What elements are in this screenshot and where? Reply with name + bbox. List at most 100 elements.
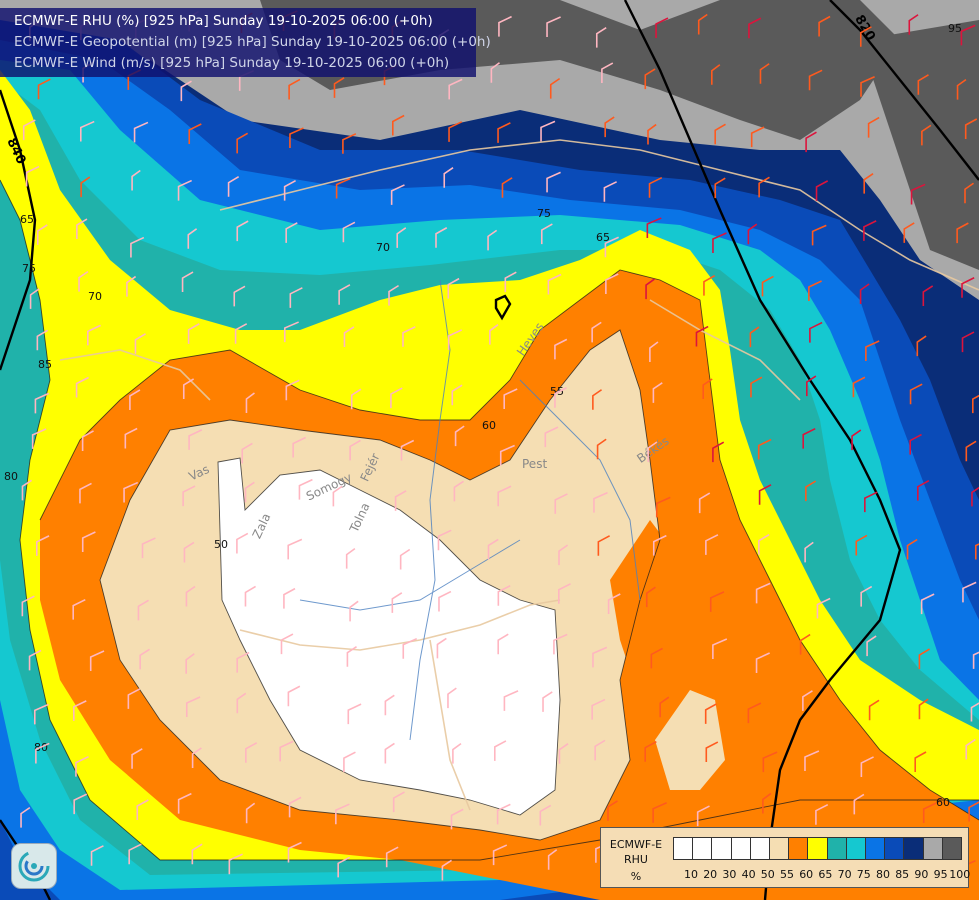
title-rhu: ECMWF-E RHU (%) [925 hPa] Sunday 19-10-2… [14, 13, 433, 29]
wind-barb [188, 123, 202, 144]
rh-contours [0, 179, 979, 861]
wind-barb [758, 534, 770, 555]
wind-barb [645, 278, 655, 300]
wind-barb [697, 13, 708, 35]
wind-barb [187, 323, 200, 344]
wind-barb [808, 69, 823, 91]
wind-barb [337, 856, 351, 878]
legend-tick-label: 10 [684, 868, 698, 881]
wind-barb [342, 221, 356, 243]
wind-barb [852, 376, 866, 398]
wind-barb [36, 329, 49, 351]
wind-barb [853, 793, 865, 815]
wind-barb [394, 490, 407, 511]
title-wind: ECMWF-E Wind (m/s) [925 hPa] Sunday 19-1… [14, 55, 450, 71]
wind-barb [804, 541, 814, 563]
wind-barb [868, 699, 880, 721]
legend-swatch [711, 837, 732, 860]
wind-barb [390, 387, 403, 409]
wind-barb [816, 597, 831, 619]
wind-barb [714, 177, 726, 199]
wind-barb [956, 222, 969, 244]
wind-barb [601, 62, 614, 84]
wind-barb [597, 535, 611, 556]
wind-barb [605, 273, 619, 295]
wind-barb [906, 538, 918, 560]
wind-barb [345, 547, 356, 569]
wind-barb [191, 747, 202, 769]
wind-barb [349, 600, 359, 622]
wind-barb [236, 220, 249, 242]
wind-barb [711, 64, 721, 85]
legend-tick-label: 100 [949, 868, 971, 881]
wind-barb [245, 392, 255, 413]
wind-barb [544, 426, 559, 448]
wind-barb [647, 123, 657, 145]
wind-barb [655, 496, 671, 518]
wind-barb [695, 325, 709, 347]
wind-barb [33, 703, 49, 725]
wind-barb [123, 481, 139, 503]
wind-barb [342, 133, 357, 154]
wind-barb [75, 755, 89, 777]
wind-barb [864, 491, 878, 513]
wind-barb [233, 285, 246, 307]
wind-barb [452, 742, 462, 764]
wind-barb [594, 739, 606, 761]
wind-barb [808, 280, 822, 301]
contour-label: 75 [537, 207, 551, 220]
wind-barbs [20, 10, 979, 881]
wind-barb [34, 392, 50, 414]
wind-barb [279, 740, 294, 762]
wind-barb [21, 479, 32, 501]
wind-barb [549, 77, 561, 99]
wind-barb [497, 122, 511, 143]
wind-barb [129, 389, 141, 410]
wind-barb [75, 376, 89, 398]
wind-barb [343, 326, 355, 347]
wind-barb [603, 181, 617, 202]
wind-barb [436, 637, 447, 659]
wind-barb [390, 184, 405, 205]
wind-barb [25, 165, 40, 187]
wind-barb [855, 534, 868, 556]
wind-barb [964, 118, 978, 140]
wind-barb [492, 844, 508, 866]
wind-barb [181, 271, 194, 293]
wind-barb [815, 803, 829, 825]
wind-barb [557, 583, 571, 604]
wind-barb [236, 532, 249, 554]
wind-barb [454, 425, 465, 447]
wind-barb [974, 543, 979, 560]
wind-barb [76, 218, 88, 240]
wind-barb [604, 116, 615, 138]
field-50-55-pocket [655, 690, 725, 790]
wind-barb [292, 436, 307, 458]
wind-barb [385, 846, 399, 868]
wind-barb [922, 285, 934, 306]
wind-barb [183, 541, 195, 563]
wind-barb [236, 692, 247, 714]
wind-barb [298, 478, 313, 500]
wind-barb [704, 703, 717, 724]
wind-barb [851, 429, 862, 451]
legend-tick-label: 90 [914, 868, 929, 881]
wind-barb [903, 222, 915, 243]
wind-barb [392, 114, 405, 136]
wind-barb [712, 232, 727, 254]
wind-barb [647, 441, 658, 462]
wind-barb [607, 593, 621, 615]
wind-barb [644, 741, 657, 762]
wind-barb [504, 271, 517, 293]
wind-barb [182, 378, 195, 399]
wind-barb [79, 482, 92, 504]
contour-label: 80 [4, 470, 18, 483]
wind-barb [696, 805, 710, 827]
legend-tick-label: 80 [876, 868, 890, 881]
wind-barb [960, 24, 976, 46]
wind-barb [31, 428, 47, 449]
wind-barb [540, 120, 556, 142]
wind-barb [450, 808, 464, 830]
wind-barb [185, 696, 201, 717]
legend-tick-label: 75 [856, 868, 871, 881]
